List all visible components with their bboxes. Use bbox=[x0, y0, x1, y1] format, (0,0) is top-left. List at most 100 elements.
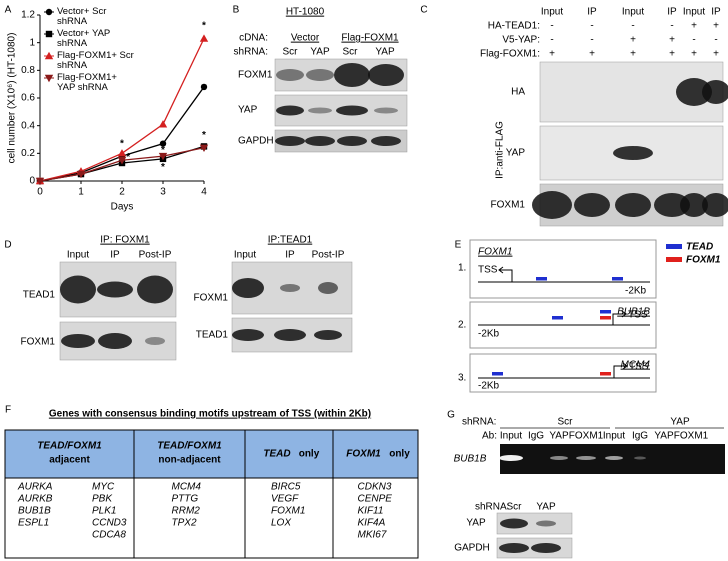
point bbox=[35, 177, 45, 186]
label: IP:anti-FLAG bbox=[495, 121, 506, 179]
gene: PTTG bbox=[172, 494, 199, 505]
label: YAP bbox=[375, 47, 395, 58]
blot-band bbox=[98, 333, 132, 349]
label: MCM4 bbox=[621, 360, 651, 371]
label: shRNA: bbox=[462, 417, 496, 428]
x-tick-label: 4 bbox=[201, 187, 207, 198]
point bbox=[158, 120, 168, 128]
blot-band bbox=[306, 69, 334, 81]
gel-band bbox=[605, 456, 623, 460]
blot bbox=[496, 512, 573, 535]
label: Scr bbox=[558, 417, 574, 428]
label: - bbox=[550, 35, 553, 46]
blot-band bbox=[145, 337, 165, 345]
column-genes: TEAD/FOXM1 bbox=[157, 441, 222, 452]
label: FOXM1 bbox=[491, 200, 526, 211]
gene: AURKA bbox=[17, 482, 53, 493]
label: YAP bbox=[238, 105, 258, 116]
label: + bbox=[589, 49, 595, 60]
label: + bbox=[669, 49, 675, 60]
legend-label: TEAD bbox=[686, 242, 713, 253]
gene: PBK bbox=[92, 494, 113, 505]
annotation: * bbox=[202, 130, 206, 141]
label: FOXM1 bbox=[238, 70, 273, 81]
blot-band bbox=[680, 193, 708, 217]
blot-band bbox=[232, 278, 264, 298]
column-label: only bbox=[299, 449, 320, 460]
column-genes: TEAD/FOXM1 bbox=[37, 441, 102, 452]
blot-band bbox=[615, 193, 651, 217]
tss-arrow bbox=[498, 266, 513, 282]
label: YAP bbox=[654, 431, 674, 442]
gene: CCND3 bbox=[92, 518, 127, 529]
label: - bbox=[590, 21, 593, 32]
blot-band bbox=[60, 275, 96, 304]
table-body bbox=[4, 477, 419, 559]
gene: BUB1B bbox=[18, 506, 51, 517]
label: Post-IP bbox=[312, 250, 345, 261]
legend-marker bbox=[45, 8, 53, 16]
label: shRNA: bbox=[475, 502, 509, 513]
blot-band bbox=[318, 282, 338, 294]
blot-band bbox=[371, 136, 401, 146]
label: Flag-FOXM1: bbox=[480, 49, 540, 60]
gene: CDKN3 bbox=[358, 482, 392, 493]
tss-arrow bbox=[612, 310, 627, 325]
label: -2Kb bbox=[478, 381, 500, 392]
panel-letter: A bbox=[5, 5, 12, 16]
motif bbox=[600, 310, 611, 314]
gene: MYC bbox=[92, 482, 115, 493]
tss-arrow bbox=[613, 362, 628, 378]
panel-letter: G bbox=[447, 410, 455, 421]
gene: VEGF bbox=[271, 494, 299, 505]
label: GAPDH bbox=[454, 543, 490, 554]
label: 3. bbox=[458, 373, 466, 384]
panel-letter: C bbox=[420, 5, 427, 16]
legend-label: Vector+ Scr shRNA bbox=[57, 6, 107, 27]
label: IP bbox=[667, 7, 677, 18]
legend-marker bbox=[45, 30, 53, 38]
y-tick-label: 0.2 bbox=[21, 148, 35, 159]
table-title: Genes with consensus binding motifs upst… bbox=[49, 409, 371, 420]
label: IgG bbox=[632, 431, 648, 442]
label: 2. bbox=[458, 320, 466, 331]
blot-band bbox=[613, 146, 653, 160]
blot-band bbox=[337, 136, 367, 146]
x-axis-label: Days bbox=[111, 202, 134, 213]
blot-band bbox=[308, 107, 332, 114]
blot-band bbox=[499, 543, 529, 553]
blot-band bbox=[368, 64, 404, 86]
label: Post-IP bbox=[139, 250, 172, 261]
label: -2Kb bbox=[625, 286, 647, 297]
label: - bbox=[631, 21, 634, 32]
label: + bbox=[630, 35, 636, 46]
gene: BIRC5 bbox=[271, 482, 301, 493]
label: + bbox=[630, 49, 636, 60]
label: HA-TEAD1: bbox=[488, 21, 540, 32]
label: TSS bbox=[628, 310, 648, 321]
gene: ESPL1 bbox=[18, 518, 49, 529]
label: TEAD1 bbox=[23, 290, 56, 301]
label: Scr bbox=[283, 47, 299, 58]
label: YAP bbox=[670, 417, 690, 428]
gene: LOX bbox=[271, 518, 291, 529]
y-tick-label: 0.4 bbox=[21, 120, 35, 131]
blot-band bbox=[702, 193, 728, 217]
annotation: * bbox=[161, 145, 165, 156]
gene: CDCA8 bbox=[92, 530, 126, 541]
legend-label: Vector+ YAP shRNA bbox=[57, 28, 111, 49]
blot-band bbox=[500, 518, 528, 529]
blot-band bbox=[676, 78, 712, 106]
blot-band bbox=[137, 275, 173, 304]
label: Vector bbox=[291, 33, 320, 44]
diagram-box bbox=[469, 301, 657, 349]
diagram-box bbox=[469, 353, 657, 393]
gel-band bbox=[550, 456, 568, 460]
point bbox=[117, 149, 127, 157]
blot-band bbox=[336, 105, 368, 116]
label: FOXM1 bbox=[674, 431, 709, 442]
label: Input bbox=[603, 431, 625, 442]
point bbox=[199, 34, 209, 42]
gene: MCM4 bbox=[172, 482, 202, 493]
label: YAP bbox=[310, 47, 330, 58]
